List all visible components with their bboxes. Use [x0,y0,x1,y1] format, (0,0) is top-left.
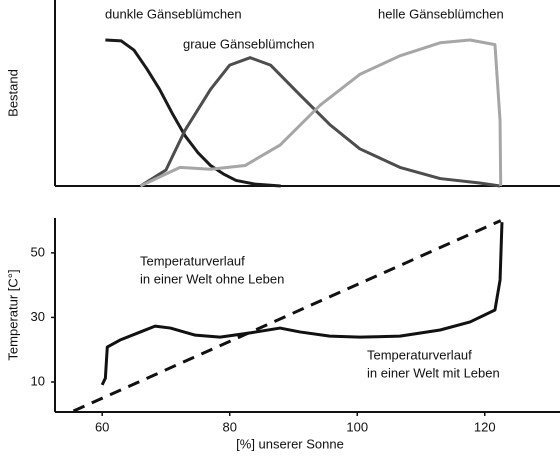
x-tick-label: 80 [222,419,236,434]
annotation: in einer Welt mit Leben [367,365,500,380]
y-axis-label: Temperatur [C°] [5,269,20,360]
x-tick-label: 120 [474,419,496,434]
y-tick-label: 30 [31,309,45,324]
annotation: Temperaturverlauf [367,347,472,362]
line-series [100,222,504,386]
line-series [105,38,281,188]
line-series [139,38,503,188]
series-label: graue Gänseblümchen [183,36,315,51]
line-series [72,219,502,413]
line-series [139,56,501,188]
x-axis-label: [%] unserer Sonne [236,436,344,451]
y-tick-label: 50 [31,244,45,259]
series-label: dunkle Gänseblümchen [105,6,242,21]
annotation: in einer Welt ohne Leben [140,271,284,286]
x-tick-label: 100 [346,419,368,434]
y-axis-label: Bestand [5,69,20,117]
y-tick-label: 10 [31,373,45,388]
series-label: helle Gänseblümchen [378,6,504,21]
x-tick-label: 60 [95,419,109,434]
annotation: Temperaturverlauf [140,253,245,268]
